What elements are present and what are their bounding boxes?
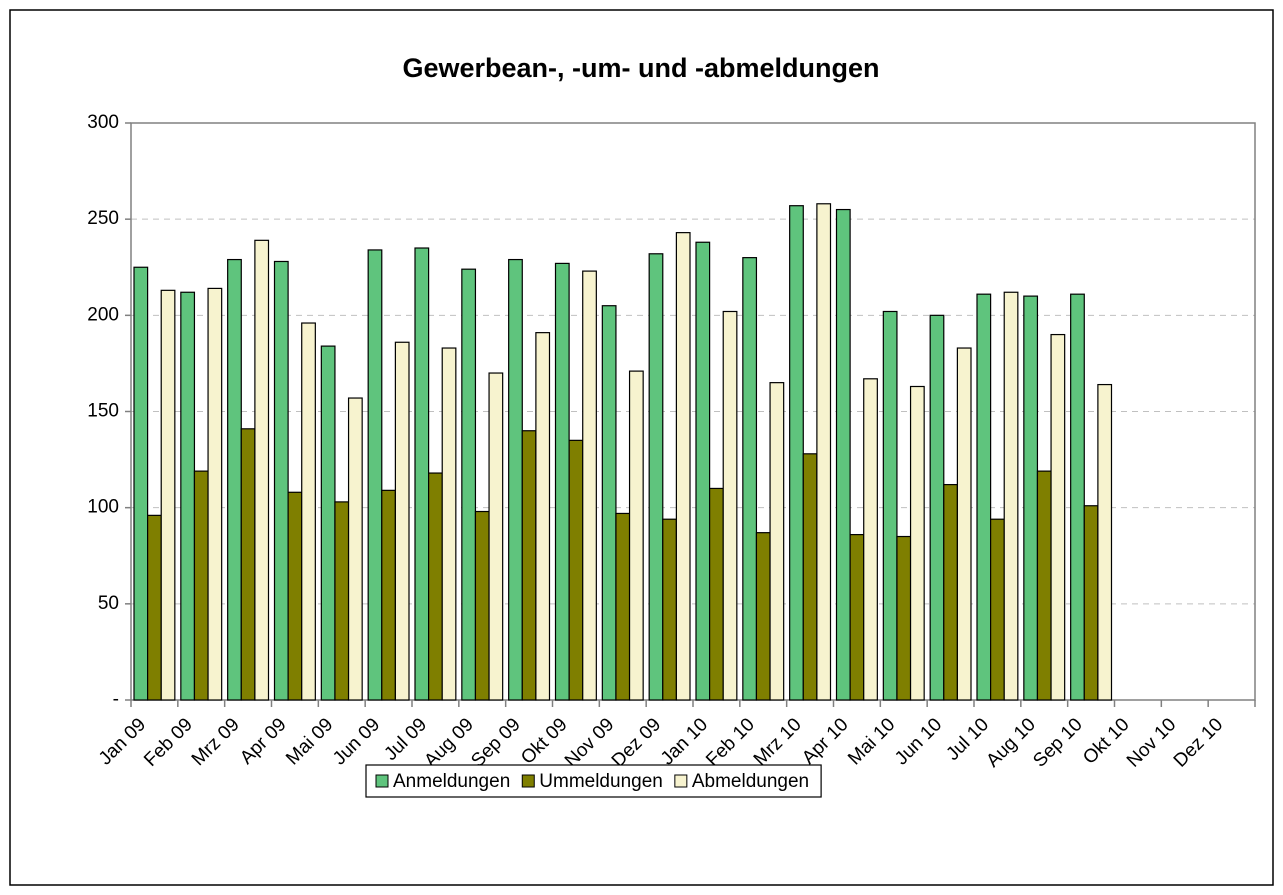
bar bbox=[133, 266, 149, 701]
bar bbox=[816, 203, 832, 701]
bar bbox=[381, 489, 396, 701]
bar bbox=[394, 341, 410, 701]
bar bbox=[347, 397, 363, 701]
bar bbox=[648, 253, 664, 701]
legend-swatch bbox=[521, 774, 535, 788]
legend-label: Ummeldungen bbox=[539, 771, 663, 792]
bar bbox=[240, 428, 256, 701]
bar bbox=[742, 257, 758, 701]
chart-title: Gewerbean-, -um- und -abmeldungen bbox=[402, 53, 879, 83]
bar bbox=[160, 289, 176, 701]
bar bbox=[554, 262, 570, 701]
bar bbox=[428, 472, 443, 701]
bar bbox=[320, 345, 336, 701]
bar bbox=[193, 470, 209, 701]
bar bbox=[882, 310, 898, 701]
bar bbox=[508, 258, 523, 701]
bar bbox=[755, 532, 771, 701]
bar bbox=[849, 533, 865, 701]
bar bbox=[863, 378, 878, 701]
y-tick-label: 300 bbox=[87, 112, 119, 133]
legend-label: Abmeldungen bbox=[692, 771, 809, 792]
bar bbox=[1083, 505, 1099, 701]
bar bbox=[615, 512, 631, 701]
bar bbox=[909, 385, 925, 701]
y-tick-label: 200 bbox=[87, 304, 119, 325]
legend-swatch bbox=[375, 774, 389, 788]
bar bbox=[601, 305, 617, 701]
bar bbox=[1023, 295, 1039, 701]
bar bbox=[662, 518, 677, 701]
legend-label: Anmeldungen bbox=[393, 771, 510, 792]
bar bbox=[414, 247, 430, 701]
bar bbox=[287, 491, 303, 701]
legend-swatch bbox=[674, 774, 688, 788]
bar bbox=[1097, 383, 1113, 701]
legend-box bbox=[365, 764, 822, 798]
bar bbox=[180, 291, 196, 701]
y-tick-label: - bbox=[113, 689, 119, 710]
y-tick-label: 100 bbox=[87, 497, 119, 518]
bar bbox=[1050, 333, 1066, 701]
bar bbox=[535, 332, 551, 701]
bar bbox=[254, 239, 270, 701]
bar bbox=[207, 287, 223, 701]
legend: Anmeldungen Ummeldungen Abmeldungen bbox=[365, 764, 822, 798]
bar bbox=[301, 322, 316, 701]
y-tick-label: 250 bbox=[87, 208, 119, 229]
bar bbox=[1036, 470, 1052, 701]
bar bbox=[976, 293, 992, 701]
bar bbox=[675, 232, 691, 701]
bar bbox=[956, 347, 972, 701]
bar bbox=[835, 208, 851, 701]
bar bbox=[990, 518, 1005, 701]
bar bbox=[441, 347, 457, 701]
bar bbox=[582, 270, 597, 701]
bar bbox=[521, 430, 537, 701]
bar bbox=[896, 535, 912, 701]
bar bbox=[273, 260, 289, 701]
bar bbox=[802, 453, 818, 701]
bar bbox=[769, 382, 785, 701]
bar bbox=[943, 483, 958, 701]
bar bbox=[367, 249, 383, 701]
bar bbox=[227, 258, 242, 701]
bar bbox=[722, 310, 738, 701]
bar bbox=[789, 205, 804, 701]
y-tick-label: 150 bbox=[87, 401, 119, 422]
bar bbox=[628, 370, 644, 701]
bar bbox=[461, 268, 477, 701]
bar bbox=[488, 372, 504, 701]
bar bbox=[147, 514, 162, 701]
bar bbox=[474, 510, 490, 701]
bar bbox=[929, 314, 945, 701]
bar bbox=[1070, 293, 1085, 701]
y-tick-label: 50 bbox=[98, 593, 119, 614]
bar bbox=[709, 487, 724, 701]
bar bbox=[568, 439, 584, 701]
bar bbox=[695, 241, 711, 701]
bar bbox=[334, 501, 350, 701]
bar bbox=[1003, 291, 1019, 701]
